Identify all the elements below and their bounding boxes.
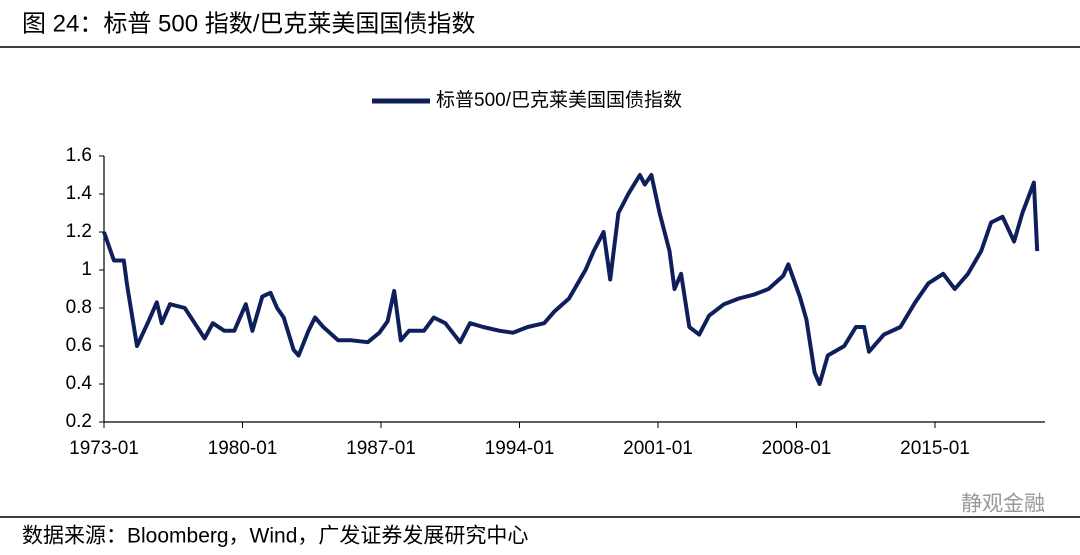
x-tick-label: 1980-01 (208, 438, 278, 459)
y-tick-label: 1.6 (66, 145, 92, 166)
y-tick-label: 0.6 (66, 335, 92, 356)
x-tick-label: 2015-01 (900, 438, 970, 459)
chart-title: 图 24：标普 500 指数/巴克莱美国国债指数 (22, 10, 475, 37)
y-tick-label: 1 (81, 259, 92, 280)
line-series (102, 173, 1040, 386)
watermark: 静观金融 (961, 493, 1045, 516)
legend-label: 标普500/巴克莱美国国债指数 (436, 89, 682, 111)
x-tick-label: 1987-01 (346, 438, 416, 459)
x-tick-label: 1973-01 (69, 438, 139, 459)
source: 数据来源：Bloomberg，Wind，广发证券发展研究中心 (22, 525, 528, 548)
y-tick-label: 0.2 (66, 411, 92, 432)
y-tick-label: 1.2 (66, 221, 92, 242)
x-tick-label: 2001-01 (623, 438, 693, 459)
x-tick-label: 1994-01 (485, 438, 555, 459)
y-tick-label: 1.4 (66, 183, 93, 204)
x-tick-label: 2008-01 (762, 438, 832, 459)
y-tick-label: 0.4 (66, 373, 93, 394)
y-tick-label: 0.8 (66, 297, 92, 318)
